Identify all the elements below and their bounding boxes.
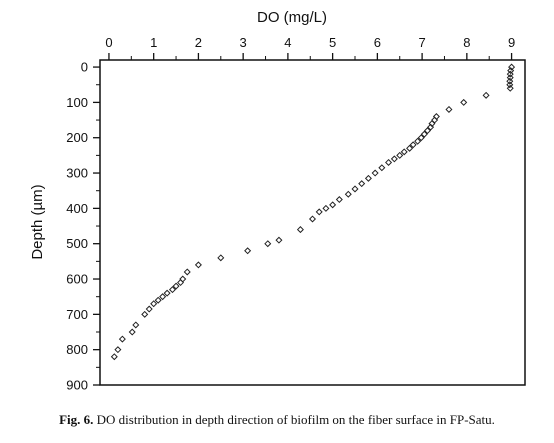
data-point (482, 91, 490, 99)
data-point (114, 346, 122, 354)
data-point (275, 236, 283, 244)
data-series (110, 63, 516, 361)
data-point (159, 293, 167, 301)
data-point (400, 148, 408, 156)
x-tick-label: 6 (374, 35, 381, 50)
data-point (371, 169, 379, 177)
data-point (460, 98, 468, 106)
data-point (168, 286, 176, 294)
data-point (308, 215, 317, 223)
data-point (141, 310, 149, 318)
data-point (315, 208, 323, 216)
x-tick-label: 3 (240, 35, 247, 50)
data-point (179, 275, 187, 283)
plot-frame (99, 59, 526, 386)
data-point (445, 105, 453, 113)
data-point (118, 335, 126, 343)
data-point (329, 201, 337, 209)
data-point (428, 120, 436, 128)
y-tick-label: 200 (66, 130, 88, 145)
data-point (409, 141, 417, 149)
data-point (385, 158, 393, 166)
y-tick-label: 100 (66, 95, 88, 110)
data-point (423, 127, 431, 135)
data-point (163, 289, 171, 297)
data-point (322, 204, 330, 212)
x-tick-label: 2 (195, 35, 202, 50)
data-point (150, 300, 158, 308)
data-point (296, 226, 304, 234)
y-tick-label: 500 (66, 236, 88, 251)
y-tick-label: 900 (66, 378, 88, 393)
x-tick-label: 4 (284, 35, 291, 50)
data-point (506, 84, 514, 92)
data-point (378, 164, 386, 172)
data-point (358, 180, 366, 188)
data-point (507, 67, 515, 75)
data-point (390, 155, 398, 163)
data-point (351, 185, 359, 193)
data-point (506, 74, 514, 82)
y-tick-label: 600 (66, 272, 88, 287)
x-tick-label: 5 (329, 35, 336, 50)
data-point (177, 279, 185, 287)
data-point (417, 134, 425, 142)
data-point (335, 196, 343, 204)
x-tick-label: 8 (463, 35, 470, 50)
data-point (244, 247, 252, 255)
x-axis-top: 0 1 2 3 4 5 6 7 8 9 (105, 35, 515, 60)
x-axis-title: DO (mg/L) (257, 9, 327, 26)
data-point (264, 240, 272, 248)
data-point (420, 130, 428, 138)
data-point (145, 305, 153, 313)
data-point (506, 81, 514, 89)
x-tick-label: 0 (105, 35, 112, 50)
figure-caption: Fig. 6. DO distribution in depth directi… (0, 412, 554, 428)
y-tick-label: 0 (81, 60, 88, 75)
data-point (414, 137, 422, 145)
data-point (406, 144, 414, 152)
data-point (128, 328, 136, 336)
data-point (110, 353, 118, 361)
x-tick-label: 9 (508, 35, 515, 50)
data-point (194, 261, 202, 269)
y-axis-left: 0 100 200 300 400 500 600 700 800 900 (66, 60, 100, 393)
data-point (506, 77, 514, 85)
data-point (364, 174, 372, 182)
caption-label: Fig. 6. (59, 412, 94, 427)
data-point (154, 296, 162, 304)
y-tick-label: 700 (66, 307, 88, 322)
y-tick-label: 300 (66, 166, 88, 181)
y-tick-label: 400 (66, 201, 88, 216)
y-axis-title: Depth (µm) (29, 184, 46, 259)
x-tick-label: 1 (150, 35, 157, 50)
caption-text: DO distribution in depth direction of bi… (93, 412, 495, 427)
data-point (132, 321, 140, 329)
x-tick-label: 7 (418, 35, 425, 50)
data-point (183, 268, 191, 276)
data-point (427, 123, 435, 131)
data-point (508, 63, 516, 71)
data-point (344, 190, 352, 198)
data-point (217, 254, 225, 262)
data-point (396, 151, 404, 159)
data-point (506, 70, 514, 78)
data-point (172, 282, 180, 290)
y-tick-label: 800 (66, 342, 88, 357)
